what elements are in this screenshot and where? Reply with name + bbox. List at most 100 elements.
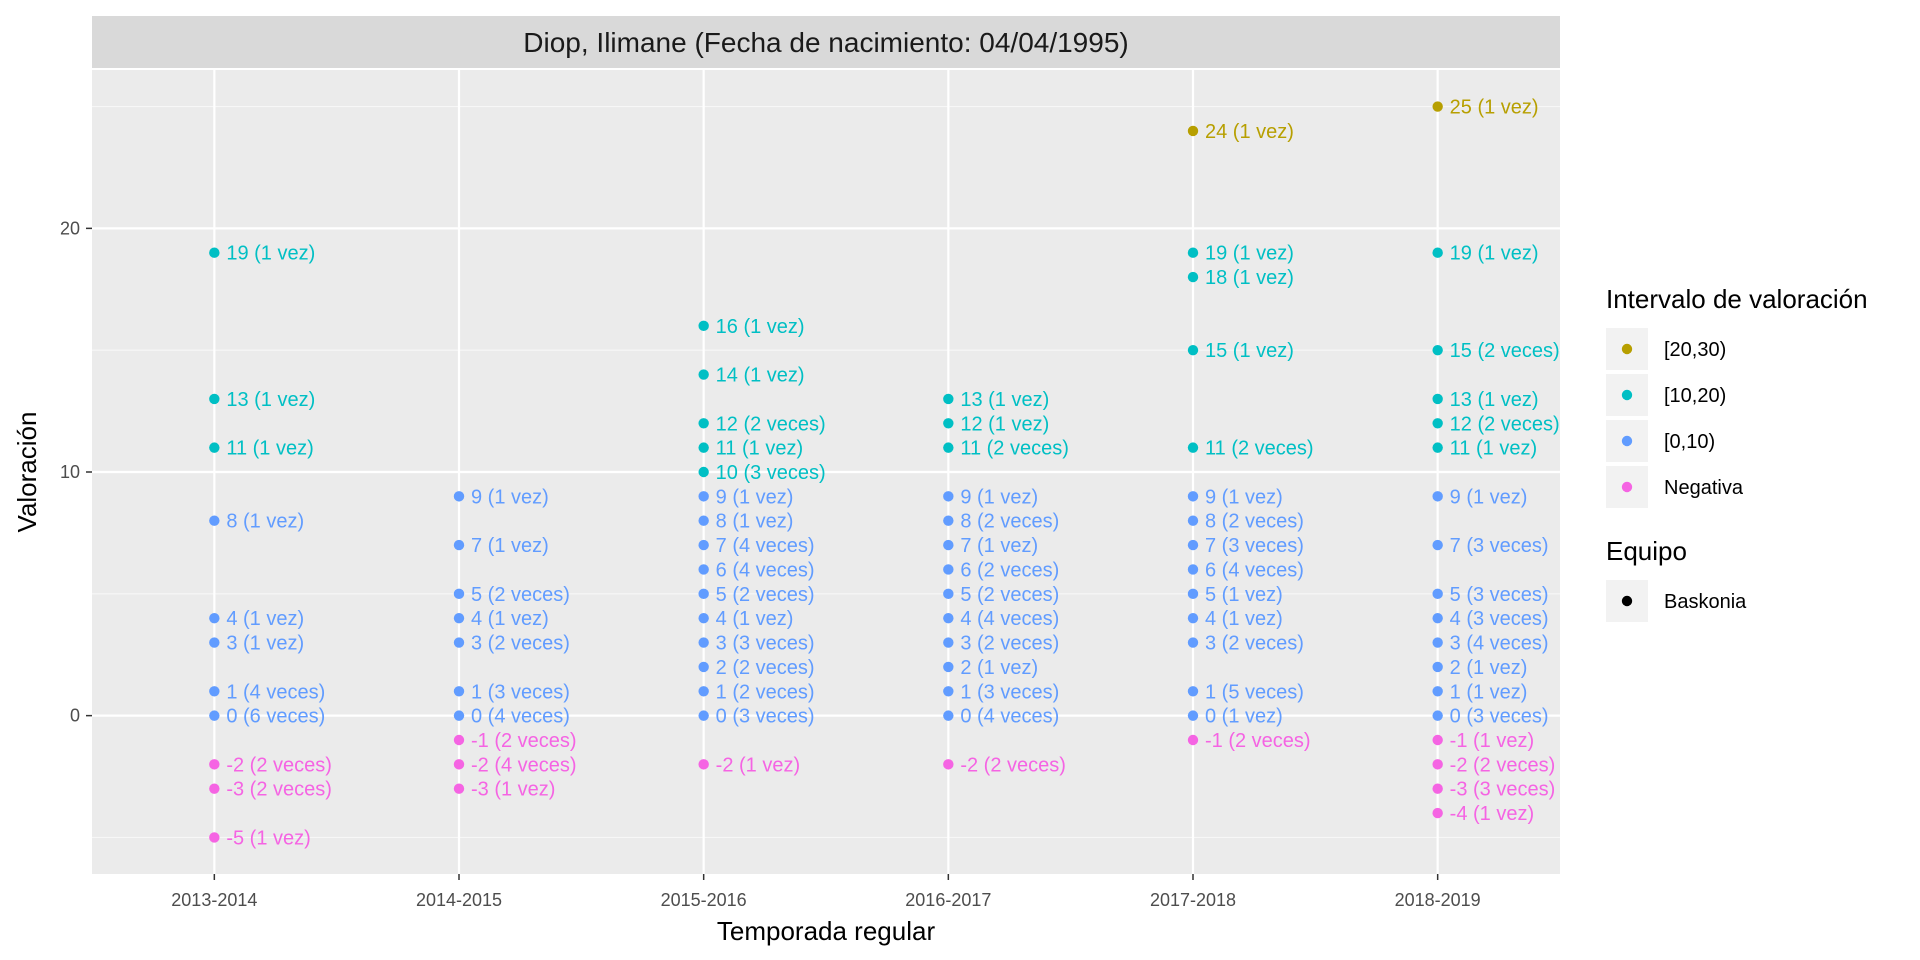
data-point xyxy=(1432,783,1443,794)
data-label: 1 (4 veces) xyxy=(226,681,325,703)
legend-key-point xyxy=(1621,435,1633,447)
data-label: 7 (3 veces) xyxy=(1205,535,1304,557)
data-point xyxy=(943,637,954,648)
data-point xyxy=(698,442,709,453)
data-label: 14 (1 vez) xyxy=(716,365,805,387)
data-point xyxy=(1187,564,1199,575)
data-point xyxy=(209,515,220,526)
data-label: 3 (2 veces) xyxy=(1205,633,1304,655)
data-label: 13 (1 vez) xyxy=(1450,389,1539,411)
legend-key-point xyxy=(1621,389,1633,401)
data-label: 0 (4 veces) xyxy=(960,706,1059,728)
data-point xyxy=(453,686,465,697)
data-point xyxy=(1432,539,1443,551)
x-tick-label: 2013-2014 xyxy=(171,890,257,910)
data-label: 4 (3 veces) xyxy=(1450,608,1549,630)
data-label: 15 (2 veces) xyxy=(1450,340,1560,362)
legend-key-point xyxy=(1621,595,1633,607)
data-label: 3 (1 vez) xyxy=(226,633,304,655)
data-label: 8 (1 vez) xyxy=(716,511,794,533)
points-layer: 24 (1 vez) 25 (1 vez) 19 (1 vez) 13 (1 vez)… xyxy=(209,97,1560,849)
data-point xyxy=(1432,612,1443,624)
data-point xyxy=(209,612,220,624)
data-label: 19 (1 vez) xyxy=(1205,243,1294,265)
data-point xyxy=(943,686,954,697)
data-label: 11 (2 veces) xyxy=(960,438,1069,460)
data-point xyxy=(1432,101,1443,112)
data-point xyxy=(209,832,220,843)
data-point xyxy=(453,612,465,624)
data-label: 7 (1 vez) xyxy=(960,535,1038,557)
data-point xyxy=(453,491,465,502)
data-label: 9 (1 vez) xyxy=(1450,486,1528,508)
data-label: 7 (3 veces) xyxy=(1450,535,1549,557)
data-point xyxy=(698,710,709,721)
data-point xyxy=(943,588,954,600)
series-10-20: 19 (1 vez) 13 (1 vez) 11 (1 vez) 16 (1 vez)… xyxy=(209,243,1560,484)
data-point xyxy=(1187,442,1199,453)
data-point xyxy=(698,759,709,770)
data-label: 11 (1 vez) xyxy=(1450,438,1537,460)
data-point xyxy=(943,539,954,551)
data-point xyxy=(943,515,954,526)
legend-key xyxy=(1606,374,1648,416)
data-point xyxy=(1432,661,1443,673)
data-label: 0 (3 veces) xyxy=(716,706,815,728)
data-label: 5 (3 veces) xyxy=(1450,584,1549,606)
y-axis-title: Valoración xyxy=(12,412,42,533)
data-point xyxy=(209,759,220,770)
data-point xyxy=(453,759,465,770)
data-point xyxy=(1187,710,1199,721)
data-label: -2 (1 vez) xyxy=(716,754,800,776)
legend-intervalo-de-valoraci-n: Intervalo de valoración [20,30) [10,20) [0,… xyxy=(1606,284,1868,508)
data-label: 4 (1 vez) xyxy=(226,608,304,630)
data-point xyxy=(943,661,954,673)
data-point xyxy=(1432,442,1443,453)
series-negativa: -2 (2 veces) -3 (2 veces) -5 (1 vez) -1 (2 … xyxy=(209,730,1555,849)
data-point xyxy=(1187,637,1199,648)
data-point xyxy=(698,686,709,697)
facet-strip xyxy=(92,16,1560,68)
data-label: 9 (1 vez) xyxy=(716,486,794,508)
data-label: 19 (1 vez) xyxy=(226,243,315,265)
data-label: 6 (4 veces) xyxy=(716,559,815,581)
data-label: 8 (2 veces) xyxy=(1205,511,1304,533)
data-point xyxy=(453,539,465,551)
data-label: 4 (4 veces) xyxy=(960,608,1059,630)
legend-key-point xyxy=(1621,481,1633,493)
data-point xyxy=(1432,491,1443,502)
data-point xyxy=(209,442,220,453)
data-point xyxy=(209,247,220,258)
data-point xyxy=(209,710,220,721)
data-point xyxy=(1432,734,1443,746)
data-label: 9 (1 vez) xyxy=(1205,486,1283,508)
data-label: 12 (2 veces) xyxy=(1450,413,1560,435)
data-label: -1 (2 veces) xyxy=(471,730,577,752)
data-label: 11 (1 vez) xyxy=(226,438,313,460)
data-label: 0 (3 veces) xyxy=(1450,706,1549,728)
data-label: 9 (1 vez) xyxy=(471,486,549,508)
data-point xyxy=(209,393,220,405)
data-point xyxy=(698,418,709,429)
data-label: 6 (4 veces) xyxy=(1205,559,1304,581)
data-point xyxy=(1432,637,1443,648)
data-point xyxy=(1187,247,1199,258)
data-point xyxy=(698,637,709,648)
legend-item-label: [20,30) xyxy=(1664,339,1726,361)
data-label: -3 (3 veces) xyxy=(1450,779,1556,801)
data-label: 2 (2 veces) xyxy=(716,657,815,679)
data-label: -1 (1 vez) xyxy=(1450,730,1534,752)
data-label: 1 (3 veces) xyxy=(960,681,1059,703)
data-point xyxy=(698,661,709,673)
data-point xyxy=(453,588,465,600)
data-point xyxy=(698,515,709,526)
legend-key xyxy=(1606,580,1648,622)
data-label: -4 (1 vez) xyxy=(1450,803,1534,825)
data-point xyxy=(943,442,954,453)
legend-key-point xyxy=(1621,343,1633,355)
y-tick-label: 20 xyxy=(60,218,80,238)
series-0-10: 8 (1 vez) 4 (1 vez) 3 (1 vez) 1 (4 veces) 0 … xyxy=(209,486,1549,728)
data-point xyxy=(1432,247,1443,258)
data-label: -2 (2 veces) xyxy=(1450,754,1556,776)
